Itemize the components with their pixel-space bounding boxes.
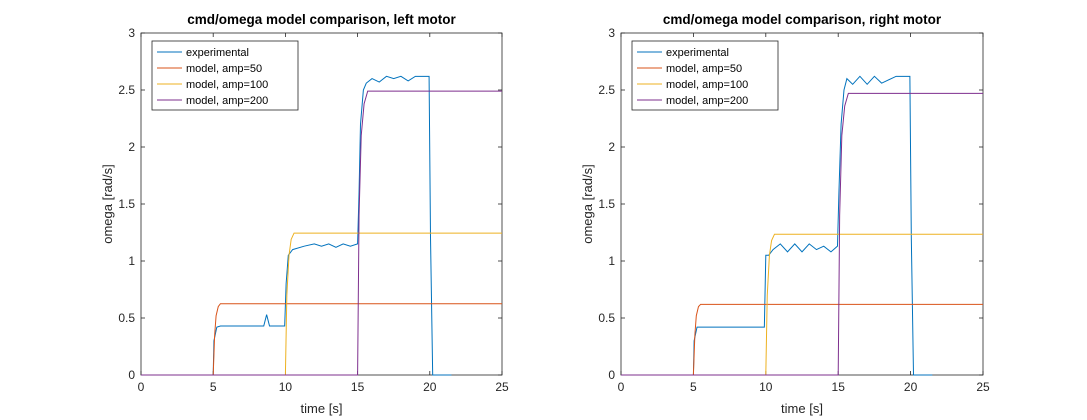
y-tick-label: 0 xyxy=(128,368,135,382)
y-tick-label: 3 xyxy=(608,26,615,40)
y-tick-label: 0.5 xyxy=(598,311,615,325)
chart-right-motor: cmd/omega model comparison, right motor … xyxy=(580,12,990,416)
y-tick-label: 2 xyxy=(128,140,135,154)
x-tick-label: 0 xyxy=(138,380,145,394)
y-tick-label: 1.5 xyxy=(118,197,135,211)
y-axis-label: omega [rad/s] xyxy=(580,164,595,244)
y-tick-label: 1.5 xyxy=(598,197,615,211)
series-line-1 xyxy=(621,75,933,376)
chart-title: cmd/omega model comparison, right motor xyxy=(663,12,942,27)
y-tick-label: 1 xyxy=(608,254,615,268)
y-tick-label: 3 xyxy=(128,26,135,40)
x-tick-label: 0 xyxy=(618,380,625,394)
x-tick-label: 25 xyxy=(495,380,509,394)
series-line-4 xyxy=(141,90,502,376)
plot-area: 0 5 10 15 20 25 0 0.5 1 1.5 2 2.5 3 experimental model… xyxy=(118,26,509,394)
chart-title: cmd/omega model comparison, left motor xyxy=(187,12,456,27)
legend-entry: model, amp=100 xyxy=(186,79,268,91)
series-line-1 xyxy=(141,75,452,376)
y-tick-label: 0.5 xyxy=(118,311,135,325)
x-tick-label: 20 xyxy=(423,380,437,394)
y-axis-label: omega [rad/s] xyxy=(100,164,115,244)
x-tick-label: 10 xyxy=(759,380,773,394)
legend-entry: model, amp=200 xyxy=(666,95,748,107)
y-tick-label: 0 xyxy=(608,368,615,382)
legend: experimental model, amp=50 model, amp=100 m… xyxy=(631,40,779,111)
y-tick-label: 1 xyxy=(128,254,135,268)
series-line-4 xyxy=(621,92,983,376)
y-tick-label: 2 xyxy=(608,140,615,154)
x-tick-label: 25 xyxy=(976,380,990,394)
legend-entry: model, amp=100 xyxy=(666,79,748,91)
y-tick-label: 2.5 xyxy=(598,83,615,97)
x-tick-label: 10 xyxy=(279,380,293,394)
plot-area: 0 5 10 15 20 25 0 0.5 1 1.5 2 2.5 3 experimental model… xyxy=(598,26,990,394)
x-axis-label: time [s] xyxy=(781,401,823,416)
x-tick-label: 20 xyxy=(904,380,918,394)
x-tick-label: 15 xyxy=(351,380,365,394)
legend-entry: model, amp=50 xyxy=(666,63,742,75)
legend-entry: experimental xyxy=(666,47,729,59)
x-axis-label: time [s] xyxy=(301,401,343,416)
legend-entry: model, amp=200 xyxy=(186,95,268,107)
legend-entry: experimental xyxy=(186,47,249,59)
legend: experimental model, amp=50 model, amp=100 m… xyxy=(151,40,299,111)
y-tick-label: 2.5 xyxy=(118,83,135,97)
chart-left-motor: cmd/omega model comparison, left motor t… xyxy=(100,12,509,416)
legend-entry: model, amp=50 xyxy=(186,63,262,75)
x-tick-label: 15 xyxy=(832,380,846,394)
x-tick-label: 5 xyxy=(210,380,217,394)
x-tick-label: 5 xyxy=(690,380,697,394)
